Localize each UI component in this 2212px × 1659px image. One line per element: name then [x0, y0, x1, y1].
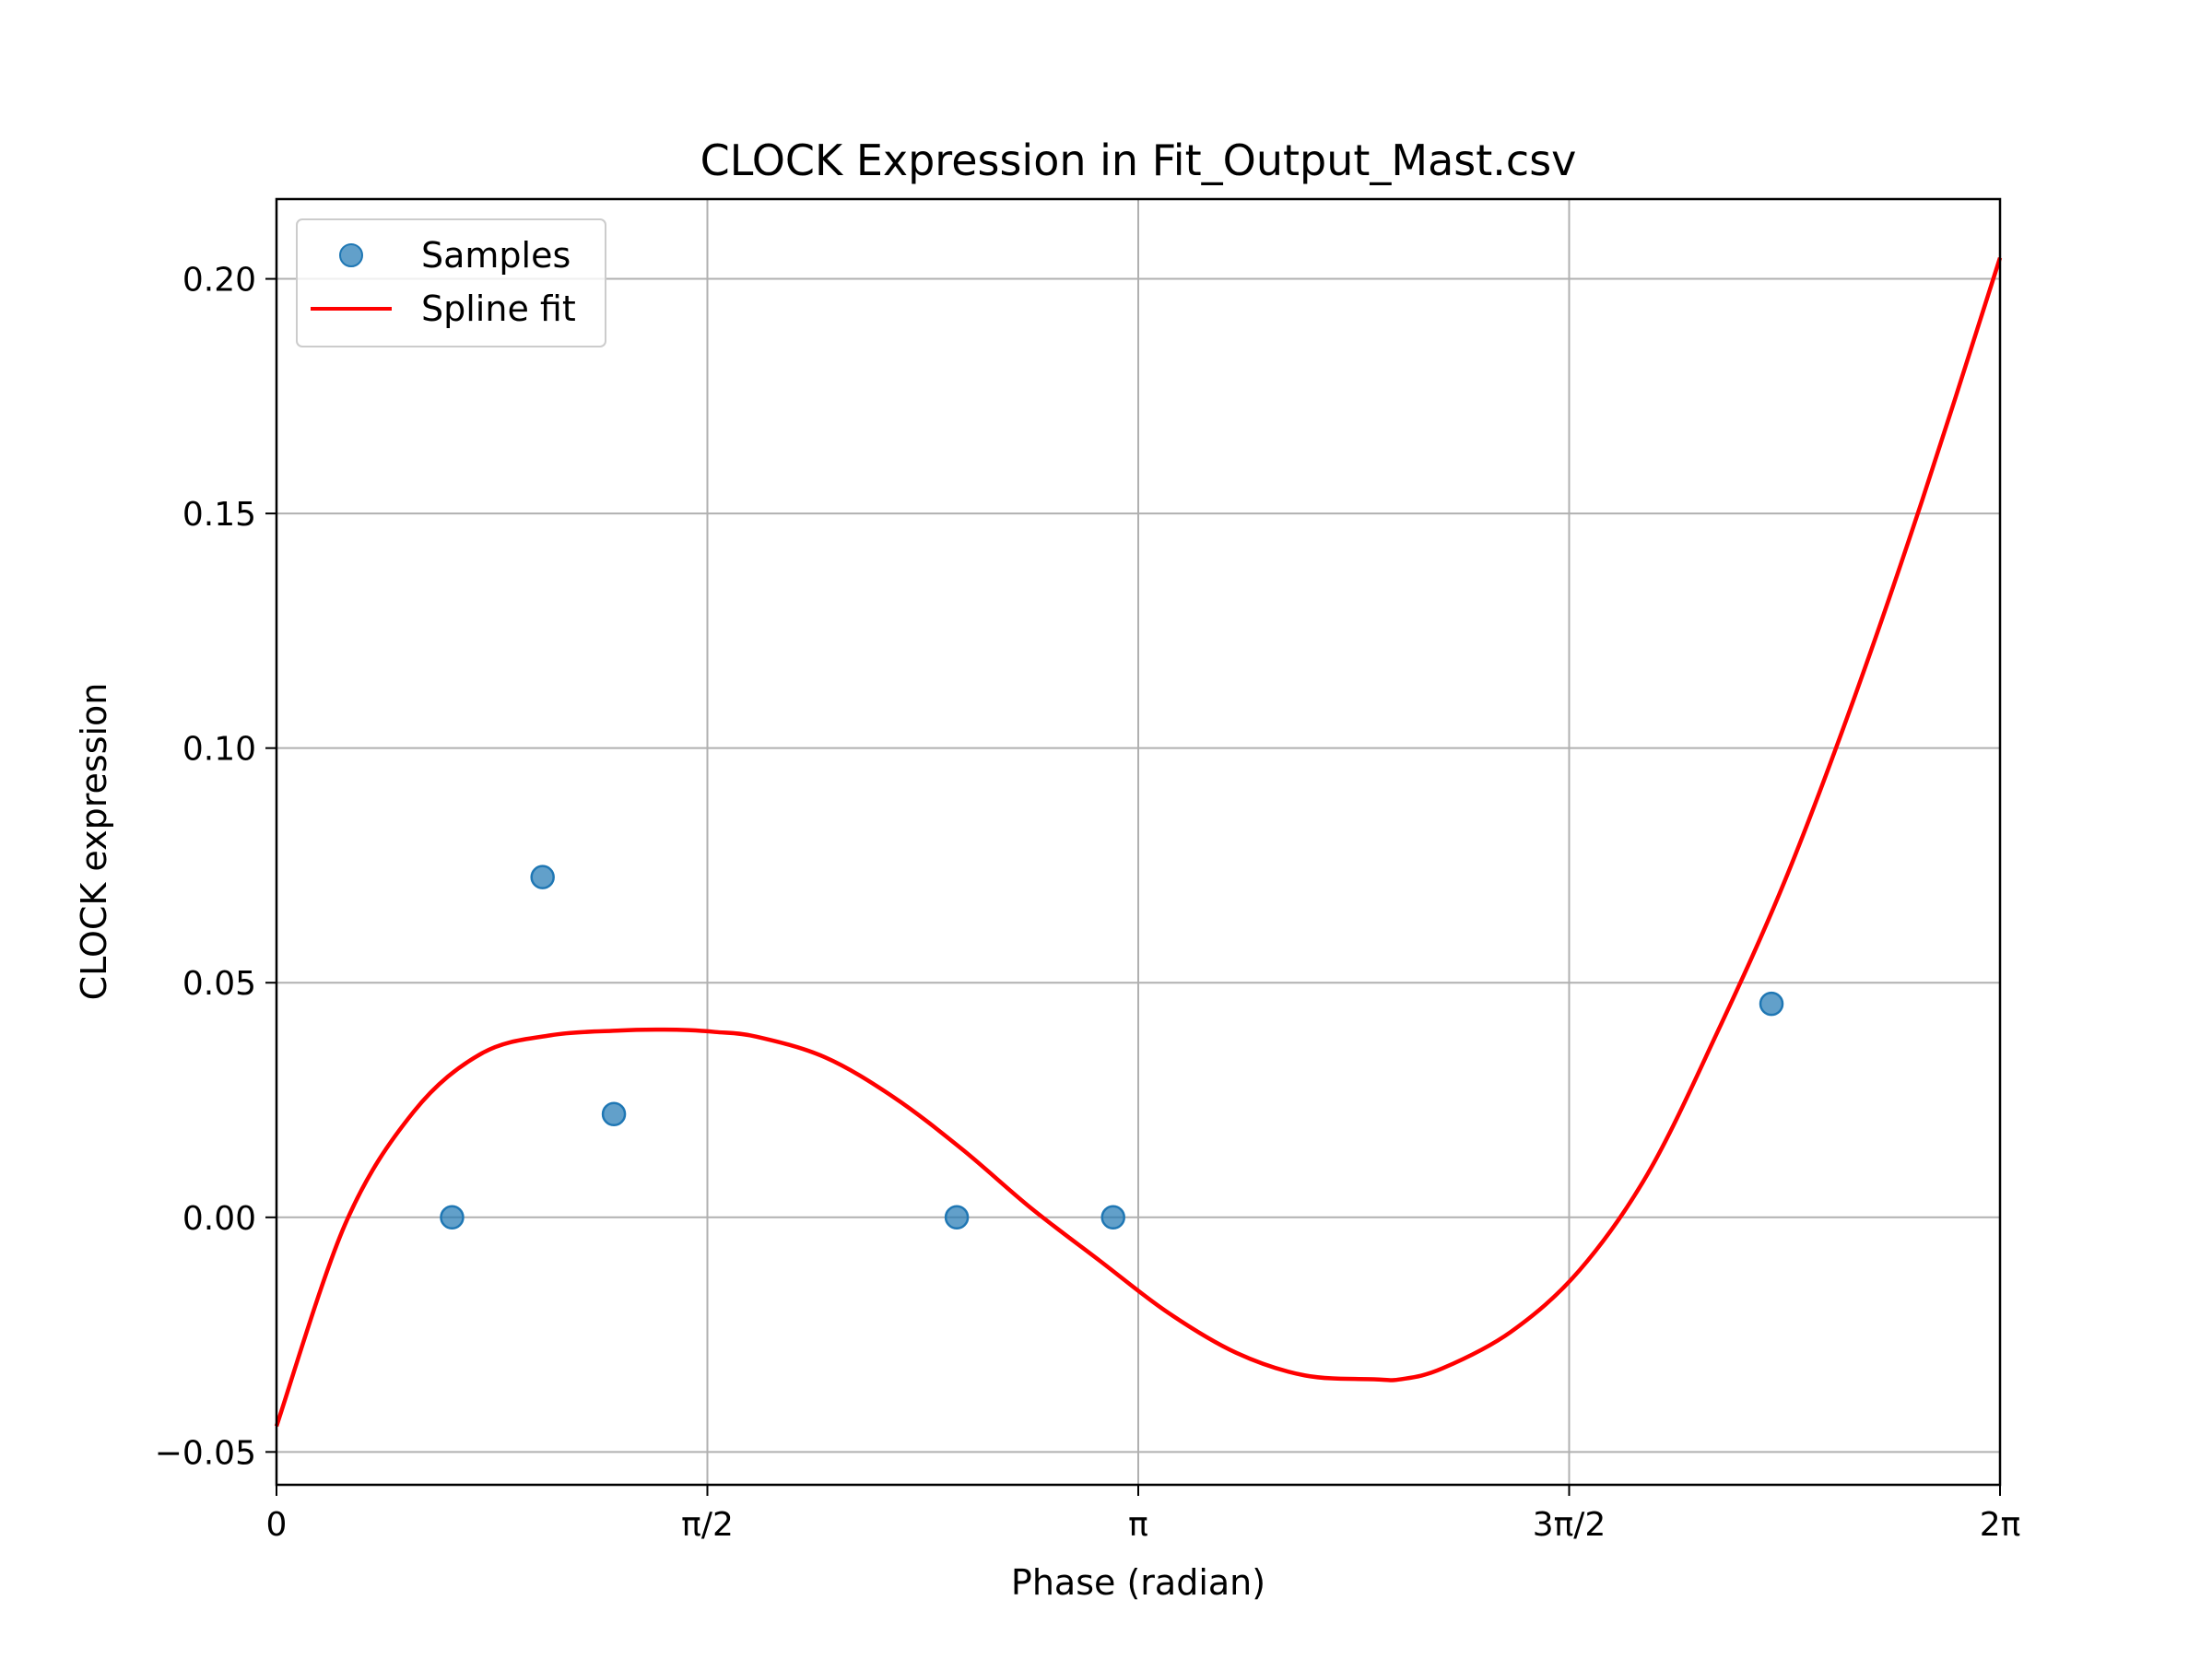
y-tick-label: 0.10: [182, 731, 256, 769]
y-axis-label: CLOCK expression: [74, 683, 114, 1001]
legend: Samples Spline fit: [296, 218, 606, 347]
sample-point: [944, 1205, 970, 1230]
line-layer: [274, 256, 2003, 1428]
tick-layer: 0 π/2 π 3π/2 2π −0.05 0.00 0.05 0.10 0.15 0.20: [155, 262, 2021, 1544]
legend-spline-label: Spline fit: [421, 288, 576, 329]
legend-samples-marker: [339, 243, 363, 267]
sample-point: [601, 1101, 627, 1127]
y-tick-label: 0.15: [182, 496, 256, 534]
x-tick-label: 3π/2: [1533, 1506, 1606, 1544]
x-tick-label: 2π: [1980, 1506, 2021, 1544]
y-tick-label: 0.20: [182, 262, 256, 300]
sample-point: [530, 865, 555, 889]
sample-point: [1100, 1205, 1125, 1230]
chart-title: CLOCK Expression in Fit_Output_Mast.csv: [700, 135, 1577, 185]
legend-box: [296, 218, 606, 347]
y-tick-label: 0.05: [182, 965, 256, 1003]
spline-fit-line: [274, 256, 2003, 1428]
x-tick-label: 0: [266, 1506, 288, 1544]
grid-layer: [276, 199, 2001, 1485]
legend-samples-label: Samples: [421, 235, 571, 276]
y-tick-label: −0.05: [155, 1434, 256, 1472]
x-tick-label: π: [1128, 1506, 1148, 1544]
point-layer: [440, 865, 1784, 1230]
x-tick-label: π/2: [681, 1506, 734, 1544]
sample-point: [1759, 991, 1784, 1017]
x-axis-label: Phase (radian): [1011, 1562, 1265, 1603]
sample-point: [440, 1205, 465, 1230]
y-tick-label: 0.00: [182, 1200, 256, 1238]
